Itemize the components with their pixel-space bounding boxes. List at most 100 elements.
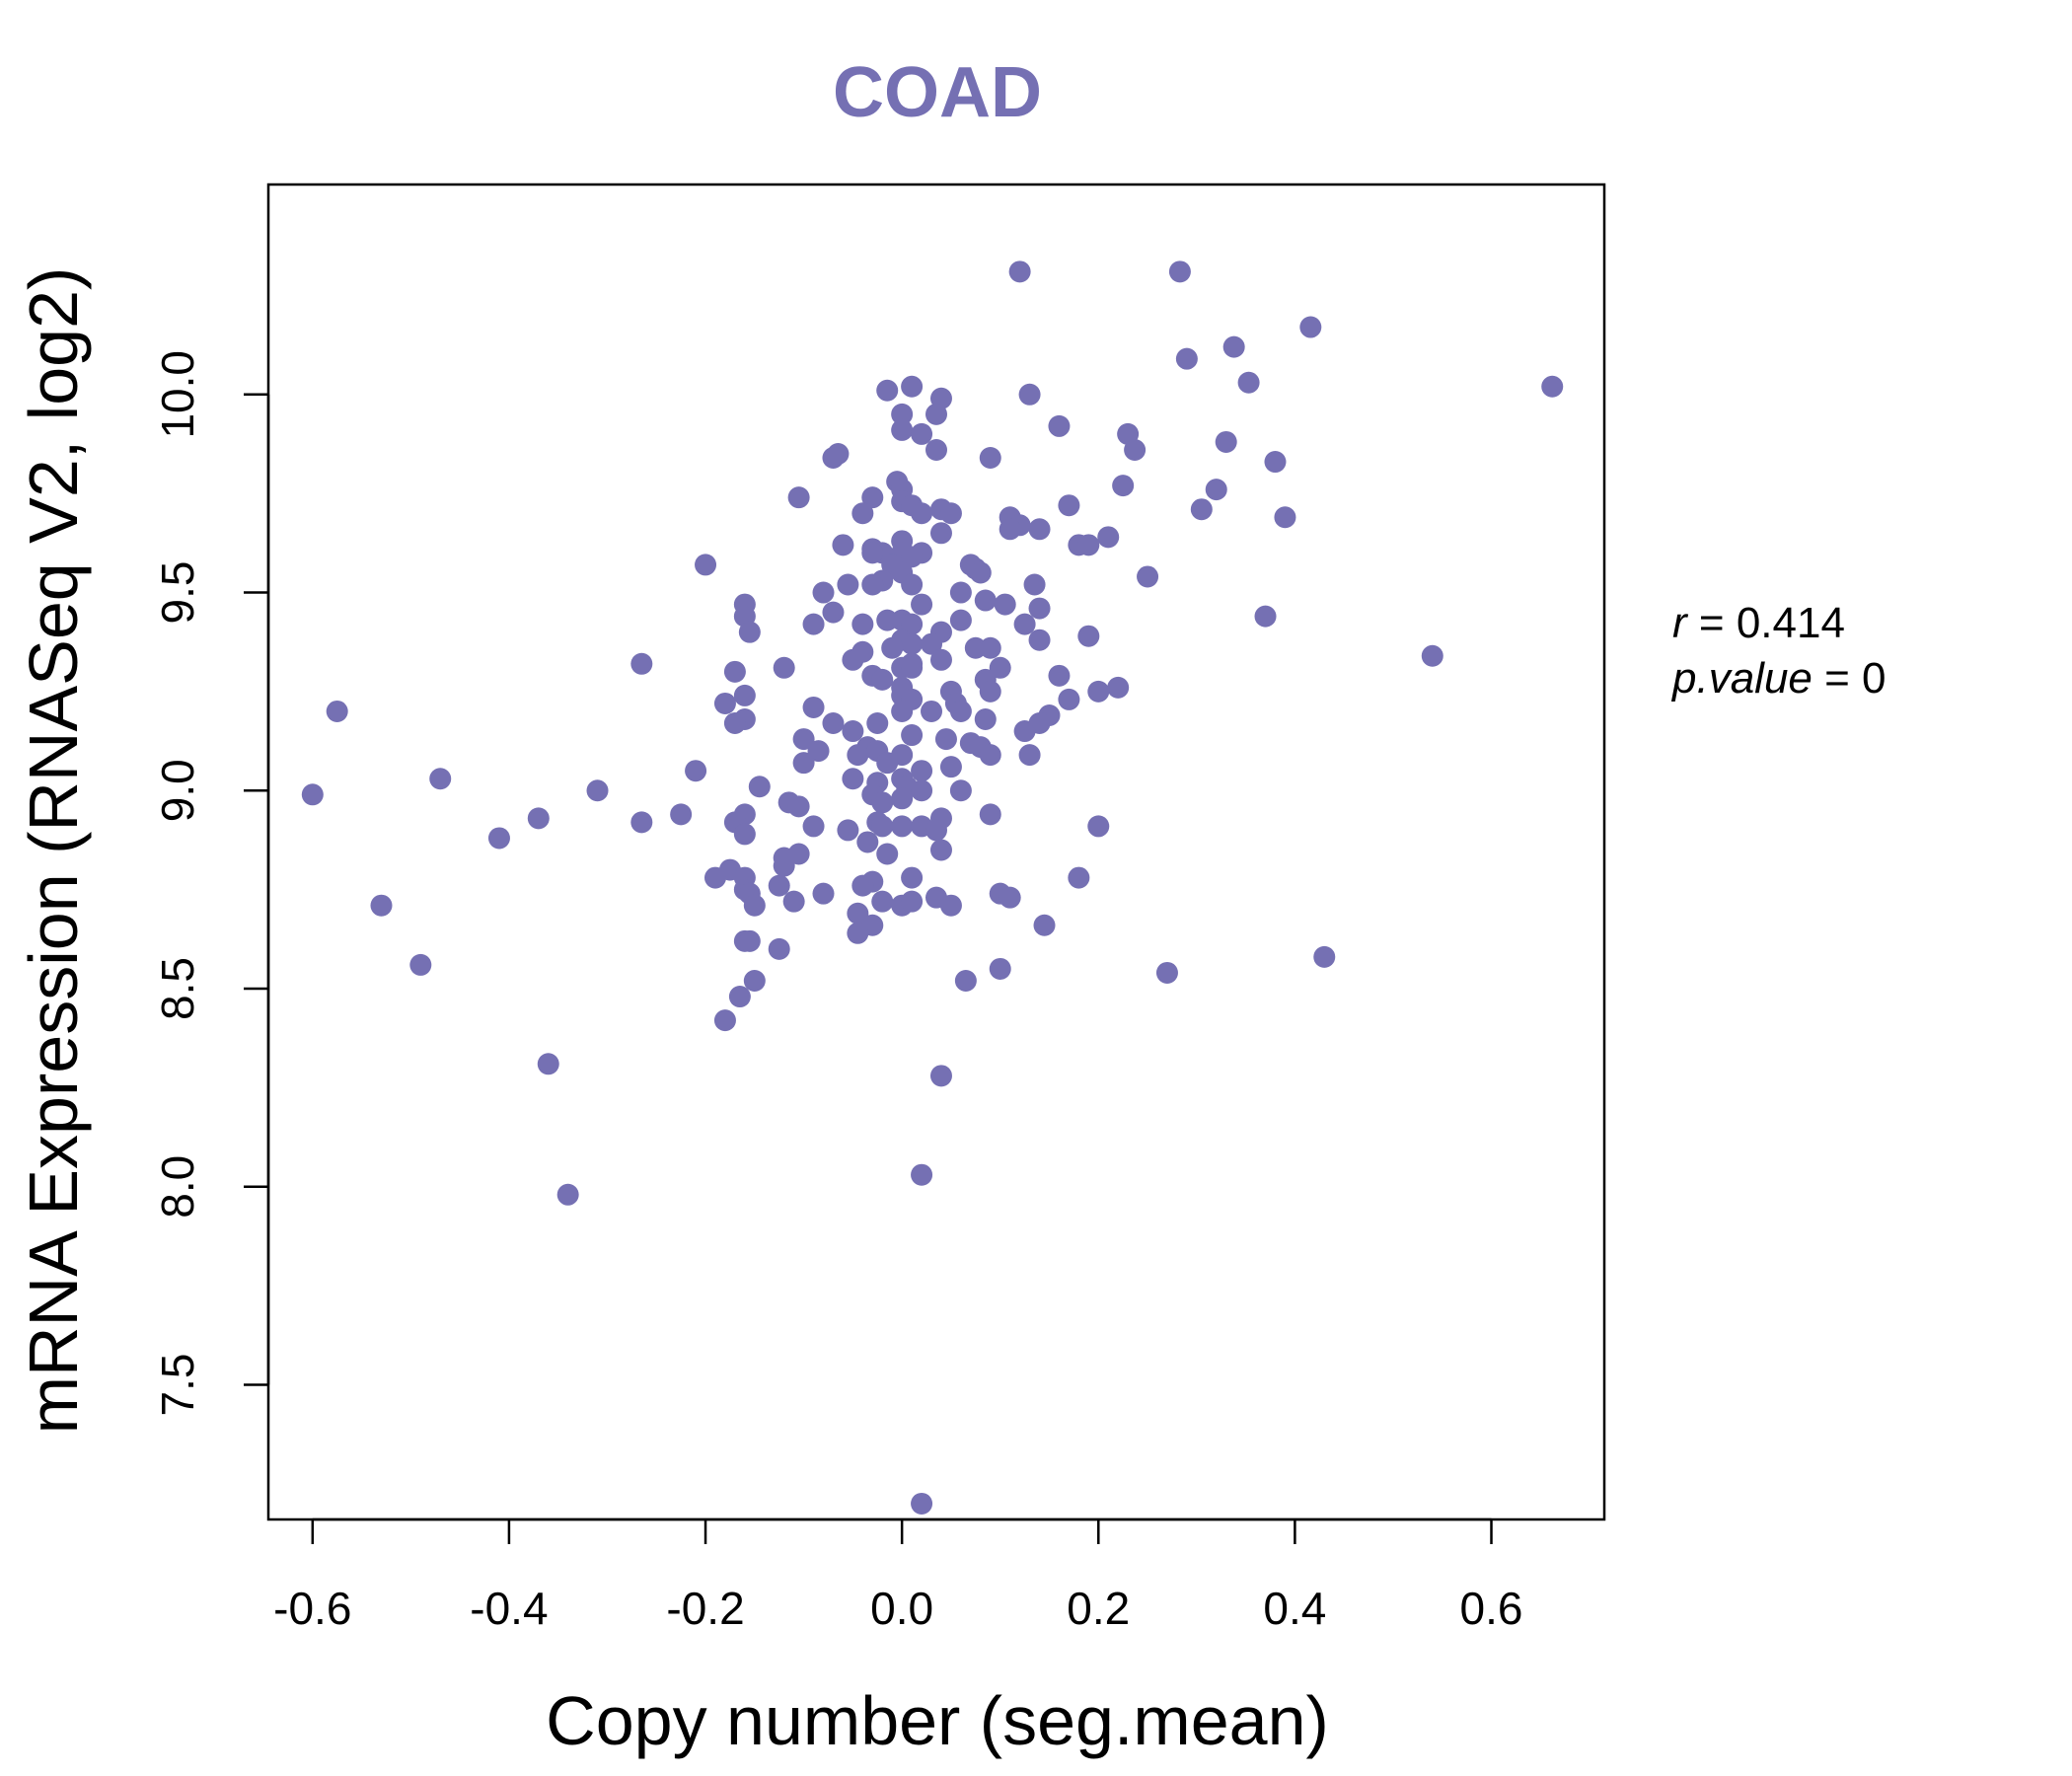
data-point bbox=[861, 573, 884, 596]
data-point bbox=[1541, 375, 1564, 398]
data-point bbox=[1175, 347, 1198, 370]
data-point bbox=[768, 874, 790, 897]
data-point bbox=[979, 744, 1001, 767]
data-point bbox=[773, 656, 795, 679]
data-point bbox=[929, 1065, 952, 1087]
data-point bbox=[1033, 914, 1056, 936]
data-point bbox=[901, 724, 924, 747]
y-tick-label: 8.0 bbox=[152, 1155, 203, 1219]
data-point bbox=[723, 712, 746, 735]
data-point bbox=[851, 874, 874, 897]
data-point bbox=[733, 684, 756, 706]
data-point bbox=[929, 648, 952, 671]
r-equals: = bbox=[1687, 599, 1737, 647]
data-point bbox=[409, 953, 432, 976]
data-point bbox=[842, 648, 864, 671]
data-point bbox=[911, 422, 933, 445]
p-value-stat: p.value = 0 bbox=[1670, 654, 1887, 703]
data-point bbox=[1068, 866, 1090, 889]
y-tick-label: 9.5 bbox=[152, 561, 203, 625]
data-point bbox=[891, 700, 914, 722]
data-point bbox=[370, 894, 393, 917]
data-point bbox=[911, 502, 933, 525]
data-point bbox=[1087, 680, 1110, 703]
data-point bbox=[556, 1183, 579, 1206]
data-point bbox=[979, 680, 1001, 703]
data-point bbox=[876, 379, 899, 402]
data-point bbox=[695, 554, 717, 576]
data-point bbox=[1107, 676, 1130, 699]
y-tick-label: 7.5 bbox=[152, 1354, 203, 1417]
data-point bbox=[876, 609, 899, 631]
data-point bbox=[822, 601, 845, 624]
data-point bbox=[1048, 414, 1071, 437]
data-point bbox=[429, 768, 452, 790]
data-point bbox=[1077, 625, 1100, 647]
p-value-equals: = bbox=[1813, 654, 1862, 703]
data-point bbox=[901, 546, 924, 568]
r-stat: r = 0.414 bbox=[1672, 599, 1845, 647]
data-point bbox=[969, 561, 992, 584]
data-point bbox=[1155, 961, 1178, 984]
chart-title: COAD bbox=[833, 53, 1042, 132]
data-point bbox=[901, 375, 924, 398]
data-point bbox=[911, 593, 933, 616]
data-point bbox=[974, 708, 997, 731]
data-point bbox=[537, 1053, 559, 1075]
data-point bbox=[807, 740, 830, 763]
data-point bbox=[743, 969, 766, 992]
data-point bbox=[527, 807, 550, 830]
data-point bbox=[949, 581, 972, 604]
data-point bbox=[851, 502, 874, 525]
data-point bbox=[929, 839, 952, 861]
data-point bbox=[832, 534, 854, 556]
data-point bbox=[911, 1492, 933, 1515]
data-point bbox=[1421, 644, 1443, 667]
y-tick-label: 9.0 bbox=[152, 759, 203, 822]
data-point bbox=[901, 866, 924, 889]
data-point bbox=[847, 902, 869, 925]
data-point bbox=[979, 447, 1001, 470]
data-point bbox=[911, 1163, 933, 1186]
data-point bbox=[1018, 383, 1041, 406]
data-point bbox=[871, 890, 894, 913]
data-point bbox=[871, 668, 894, 691]
data-point bbox=[1274, 506, 1296, 529]
data-point bbox=[301, 783, 324, 806]
data-point bbox=[1215, 430, 1237, 453]
data-point bbox=[861, 486, 884, 509]
data-point bbox=[630, 811, 653, 834]
data-point bbox=[1168, 260, 1191, 283]
data-point bbox=[925, 438, 947, 461]
data-point bbox=[1299, 316, 1322, 338]
x-tick-label: 0.4 bbox=[1263, 1583, 1326, 1634]
data-point bbox=[586, 779, 609, 802]
data-point bbox=[911, 779, 933, 802]
data-point bbox=[939, 894, 962, 917]
data-point bbox=[842, 720, 864, 743]
data-point bbox=[1013, 720, 1036, 743]
data-point bbox=[979, 803, 1001, 826]
data-point bbox=[891, 403, 914, 425]
data-point bbox=[847, 744, 869, 767]
data-point bbox=[812, 581, 835, 604]
data-point bbox=[1190, 498, 1213, 521]
p-value-value: 0 bbox=[1862, 654, 1886, 703]
data-point bbox=[812, 882, 835, 905]
data-point bbox=[842, 768, 864, 790]
data-point bbox=[929, 522, 952, 545]
data-point bbox=[802, 696, 825, 718]
data-point bbox=[792, 752, 815, 775]
data-point bbox=[876, 843, 899, 865]
x-tick-label: -0.2 bbox=[666, 1583, 744, 1634]
data-point bbox=[787, 486, 810, 509]
data-point bbox=[949, 609, 972, 631]
data-point bbox=[974, 589, 997, 612]
data-point bbox=[1222, 335, 1245, 358]
data-point bbox=[881, 636, 904, 659]
data-point bbox=[1018, 744, 1041, 767]
p-value-label: p.value bbox=[1670, 654, 1813, 703]
data-point bbox=[1023, 573, 1046, 596]
data-point bbox=[713, 692, 736, 714]
